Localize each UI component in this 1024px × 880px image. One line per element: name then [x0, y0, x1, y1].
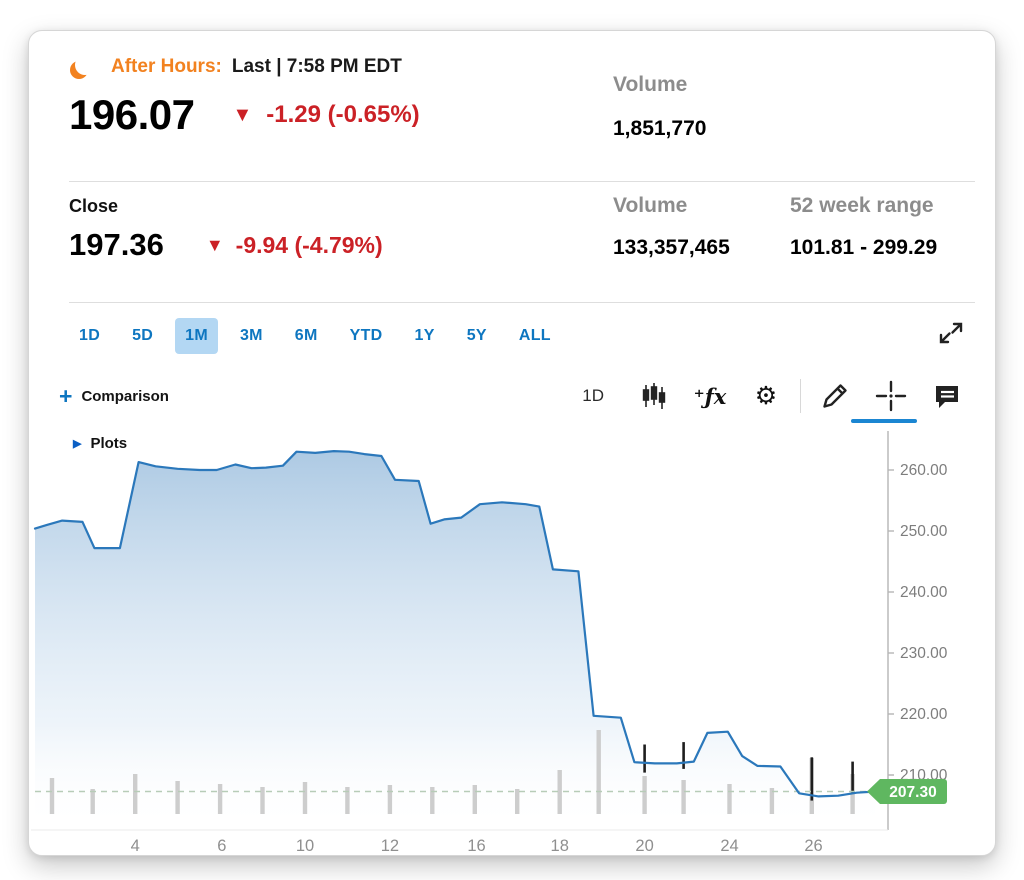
volume-bar: [217, 784, 223, 814]
last-price-badge-label: 207.30: [889, 784, 936, 801]
crosshair-icon[interactable]: [869, 379, 913, 413]
volume-bar: [472, 785, 477, 814]
expand-icon[interactable]: [937, 319, 965, 352]
volume-bar: [769, 788, 775, 814]
tab-all[interactable]: ALL: [518, 327, 551, 344]
week-range-value: 101.81 - 299.29: [790, 236, 938, 259]
indicators-fx-icon[interactable]: ⁺ƒx: [693, 383, 727, 409]
divider: [69, 181, 975, 182]
x-axis-label: 4: [131, 837, 140, 855]
plots-arrow-icon: ▶: [73, 438, 82, 450]
volume-bar: [175, 781, 180, 814]
volume-bar: [557, 770, 562, 814]
triangle-down-icon: ▼: [205, 234, 224, 255]
after-hours-label: After Hours:: [111, 56, 222, 77]
moon-icon: [75, 55, 95, 75]
chart-toolbar: + Comparison 1D ⁺ƒx ⚙: [29, 369, 995, 423]
last-price-badge: [867, 779, 947, 804]
volume-bar: [515, 789, 520, 814]
tab-3m[interactable]: 3M: [239, 327, 263, 344]
toolbar-separator: [800, 379, 801, 413]
tab-6m[interactable]: 6M: [294, 327, 318, 344]
close-change: -9.94 (-4.79%): [235, 231, 383, 258]
after-hours-price: 196.07: [69, 91, 195, 138]
y-axis-label: 250.00: [900, 523, 948, 540]
volume-label: Volume: [613, 194, 688, 217]
volume-bar: [260, 787, 265, 814]
x-axis-label: 12: [381, 837, 399, 855]
volume-label: Volume: [613, 73, 688, 96]
close-label: Close: [69, 196, 119, 216]
last-time-label: Last | 7:58 PM EDT: [231, 56, 402, 77]
after-hours-volume: Volume 1,851,770: [613, 73, 706, 141]
tab-5d[interactable]: 5D: [132, 327, 154, 344]
after-hours-header: After Hours: Last | 7:58 PM EDT: [69, 55, 955, 79]
volume-bar: [727, 784, 732, 814]
week-range: 52 week range 101.81 - 299.29: [790, 194, 937, 260]
after-hours-change: -1.29 (-0.65%): [266, 101, 420, 128]
x-axis-label: 24: [720, 837, 738, 855]
tab-1m[interactable]: 1M: [175, 318, 218, 354]
after-hours-section: After Hours: Last | 7:58 PM EDT 196.07 ▼…: [29, 31, 995, 181]
after-hours-price-row: 196.07 ▼ -1.29 (-0.65%): [69, 91, 955, 139]
x-axis-label: 18: [551, 837, 569, 855]
comparison-control[interactable]: + Comparison: [29, 382, 169, 409]
chart-style-icon[interactable]: [632, 381, 676, 411]
x-axis-label: 26: [804, 837, 822, 855]
range-mark: [810, 757, 814, 801]
volume-bar: [387, 785, 393, 814]
close-volume: Volume 133,357,465: [613, 194, 730, 260]
volume-bar: [302, 782, 308, 814]
y-axis-label: 220.00: [900, 706, 948, 723]
week-range-label: 52 week range: [790, 194, 934, 217]
draw-pencil-icon[interactable]: [813, 381, 857, 411]
crosshair-active-indicator: [851, 419, 917, 423]
close-section: Close 197.36 ▼ -9.94 (-4.79%) Volume 133…: [29, 182, 995, 302]
volume-bar: [90, 789, 95, 814]
chart-area: 210.00 220.00 230.00 240.00 250.00 260.00 4 6 10…: [29, 423, 995, 855]
volume-bar: [642, 776, 647, 814]
range-tabs: 1D 5D 1M 3M 6M YTD 1Y 5Y ALL: [29, 303, 995, 369]
volume-value: 133,357,465: [613, 236, 730, 259]
close-price: 197.36: [69, 227, 164, 262]
tab-5y[interactable]: 5Y: [466, 327, 487, 344]
x-axis-label: 16: [467, 837, 485, 855]
y-axis-label: 240.00: [900, 584, 948, 601]
x-axis-label: 20: [635, 837, 653, 855]
quote-card: After Hours: Last | 7:58 PM EDT 196.07 ▼…: [28, 30, 996, 856]
close-price-row: 197.36 ▼ -9.94 (-4.79%): [69, 227, 955, 263]
x-axis-label: 10: [296, 837, 314, 855]
volume-bar: [681, 780, 686, 814]
interval-dropdown[interactable]: 1D: [582, 386, 604, 405]
plots-label: Plots: [90, 435, 128, 452]
tab-ytd[interactable]: YTD: [349, 327, 383, 344]
comments-icon[interactable]: [925, 381, 969, 411]
volume-bar: [345, 787, 350, 814]
triangle-down-icon: ▼: [232, 103, 253, 126]
tab-1y[interactable]: 1Y: [414, 327, 435, 344]
range-mark: [682, 742, 685, 769]
volume-bar: [596, 730, 601, 814]
plus-icon: +: [59, 382, 73, 409]
y-axis-label: 260.00: [900, 462, 948, 479]
comparison-label: Comparison: [81, 387, 169, 405]
x-axis-label: 6: [217, 837, 226, 855]
settings-gear-icon[interactable]: ⚙: [754, 381, 778, 410]
volume-bar: [430, 787, 435, 814]
tab-1d[interactable]: 1D: [79, 327, 101, 344]
volume-bar: [133, 774, 138, 814]
divider: [69, 302, 975, 303]
price-line: [33, 450, 877, 798]
range-mark: [851, 761, 854, 794]
range-mark: [643, 744, 646, 773]
price-area-fill: [35, 451, 876, 830]
y-axis-label: 230.00: [900, 645, 948, 662]
volume-bar: [49, 778, 55, 814]
volume-value: 1,851,770: [613, 117, 707, 140]
plots-toggle[interactable]: ▶ Plots: [73, 435, 127, 452]
toolbar-icons: 1D ⁺ƒx ⚙: [582, 379, 995, 413]
